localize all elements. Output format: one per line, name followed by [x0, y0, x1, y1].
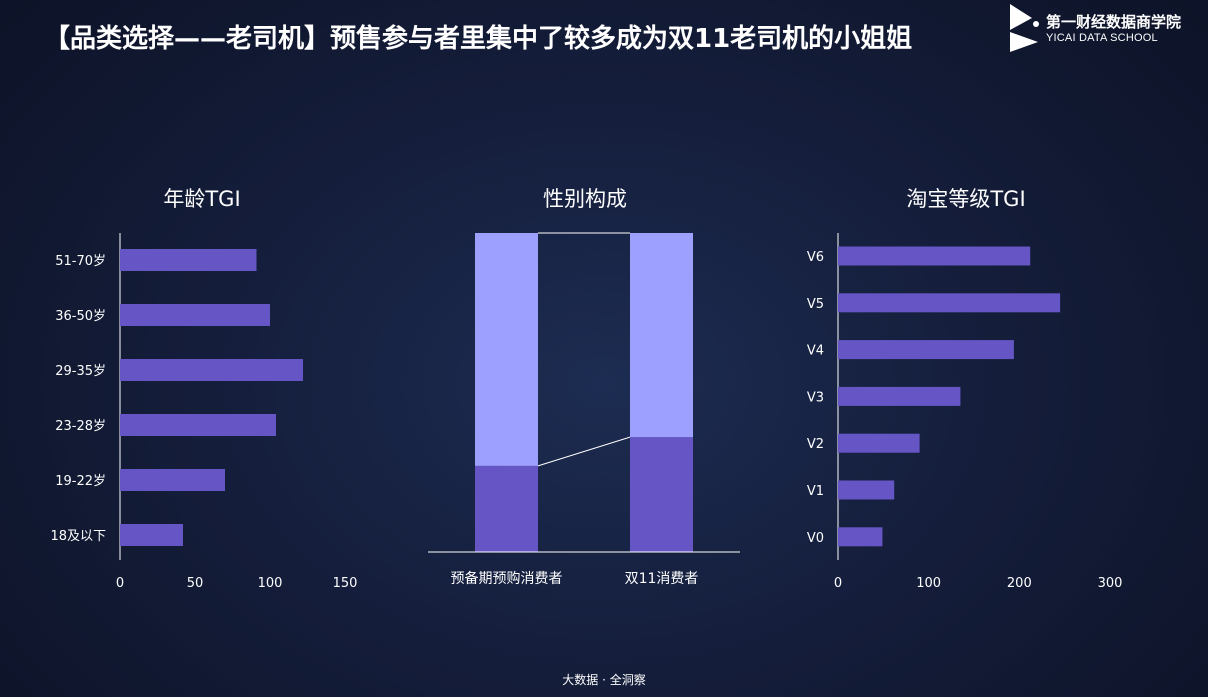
age-tgi-category-label: 36-50岁	[55, 309, 106, 324]
age-tgi-bar	[120, 524, 183, 546]
gender-bar-segment	[475, 233, 538, 466]
taobao-level-bar	[838, 433, 920, 453]
taobao-level-category-label: V0	[807, 531, 824, 546]
logo-name-cn: 第一财经数据商学院	[1046, 13, 1182, 31]
taobao-level-category-label: V2	[807, 437, 824, 452]
page-title: 【品类选择——老司机】预售参与者里集中了较多成为双11老司机的小姐姐	[44, 24, 913, 54]
yicai-logo-icon	[1010, 4, 1039, 52]
gender-chart-title: 性别构成	[543, 187, 627, 211]
taobao-level-chart: 淘宝等级TGI V6 V5 V4 V3 V2 V1 V0 0 100 200 300	[807, 187, 1123, 591]
age-tgi-chart-title: 年龄TGI	[163, 187, 240, 211]
taobao-level-category-label: V6	[807, 250, 824, 265]
taobao-level-bar	[838, 527, 883, 547]
gender-bar-segment	[630, 437, 693, 552]
taobao-level-x-tick-label: 200	[1007, 576, 1032, 591]
logo-name-en: YICAI DATA SCHOOL	[1046, 32, 1158, 44]
taobao-level-x-tick-label: 300	[1098, 576, 1123, 591]
age-tgi-x-tick-label: 50	[187, 576, 204, 591]
gender-category-label: 预备期预购消费者	[451, 570, 563, 587]
age-tgi-category-label: 18及以下	[50, 529, 106, 544]
gender-bar-segment	[475, 465, 538, 552]
taobao-level-category-label: V1	[807, 484, 824, 499]
age-tgi-x-tick-label: 150	[333, 576, 358, 591]
taobao-level-bar	[838, 293, 1061, 313]
age-tgi-bar	[120, 414, 276, 436]
footer-slogan: 大数据 · 全洞察	[562, 673, 646, 687]
age-tgi-category-label: 23-28岁	[55, 419, 106, 434]
taobao-level-bar	[838, 340, 1014, 360]
gender-connector-line	[537, 436, 631, 467]
taobao-level-x-tick-label: 100	[916, 576, 941, 591]
age-tgi-bar	[120, 359, 303, 381]
age-tgi-bar	[120, 304, 270, 326]
age-tgi-bar	[120, 469, 225, 491]
taobao-level-x-tick-label: 0	[834, 576, 842, 591]
taobao-level-category-label: V5	[807, 297, 824, 312]
age-tgi-chart: 年龄TGI 51-70岁 36-50岁 29-35岁 23-28岁 19-22岁 18及以下…	[50, 187, 358, 591]
gender-bar-segment	[630, 233, 693, 438]
taobao-level-bar	[838, 386, 961, 406]
age-tgi-bar	[120, 249, 257, 271]
age-tgi-category-label: 19-22岁	[55, 474, 106, 489]
age-tgi-x-tick-label: 100	[258, 576, 283, 591]
taobao-level-bar	[838, 246, 1031, 266]
taobao-level-chart-title: 淘宝等级TGI	[906, 187, 1025, 211]
age-tgi-x-tick-label: 0	[116, 576, 124, 591]
taobao-level-category-label: V3	[807, 390, 824, 405]
taobao-level-category-label: V4	[807, 344, 824, 359]
age-tgi-category-label: 51-70岁	[55, 254, 106, 269]
taobao-level-bar	[838, 480, 895, 500]
age-tgi-category-label: 29-35岁	[55, 364, 106, 379]
gender-category-label: 双11消费者	[625, 571, 699, 587]
yicai-logo: 第一财经数据商学院 YICAI DATA SCHOOL	[1008, 2, 1208, 54]
